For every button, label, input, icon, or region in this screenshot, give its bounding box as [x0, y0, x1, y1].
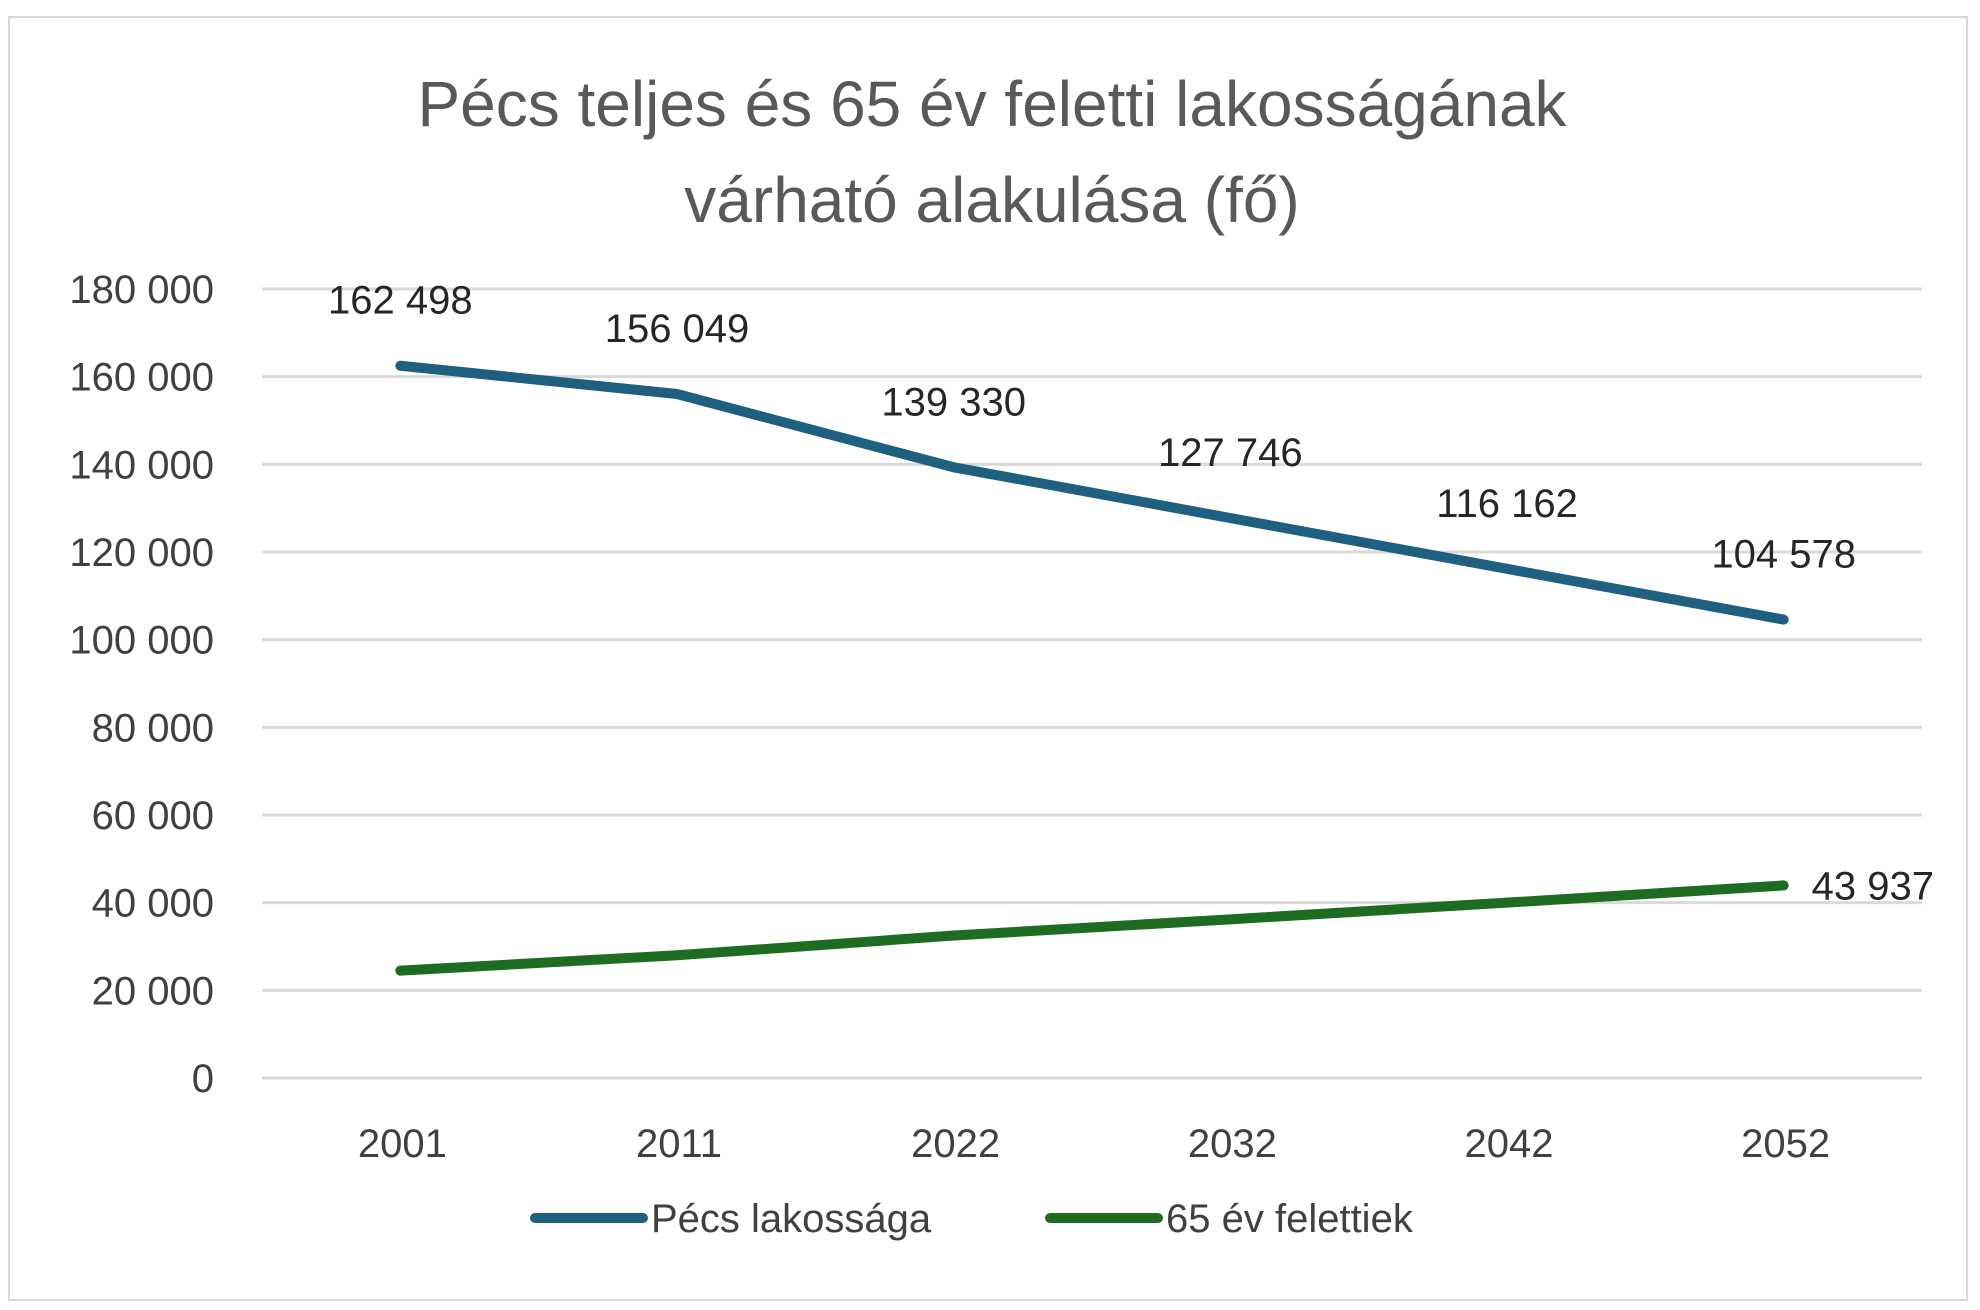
y-tick-label-7: 140 000 [69, 443, 214, 487]
y-tick-label-3: 60 000 [92, 794, 214, 838]
data-label-s0-1: 156 049 [605, 307, 750, 351]
data-labels: 162 498 156 049 139 330 127 746 116 162 104 5… [328, 279, 1934, 909]
y-tick-label-2: 40 000 [92, 882, 214, 926]
data-label-s0-2: 139 330 [881, 380, 1026, 424]
series-line-0 [395, 360, 1789, 625]
y-tick-label-5: 100 000 [69, 619, 214, 663]
legend-label-1: 65 év felettiek [1166, 1197, 1414, 1241]
x-tick-label-4: 2042 [1465, 1122, 1554, 1166]
y-axis-tick-labels: 0 20 000 40 000 60 000 80 000 100 000 120 000 1… [69, 268, 214, 1101]
x-tick-label-5: 2052 [1741, 1122, 1830, 1166]
y-tick-label-0: 0 [192, 1057, 214, 1101]
data-label-s1-5: 43 937 [1812, 864, 1934, 908]
y-tick-label-8: 160 000 [69, 356, 214, 400]
series-line-1 [395, 880, 1789, 976]
y-tick-label-1: 20 000 [92, 969, 214, 1013]
series-lines [395, 360, 1789, 976]
legend: Pécs lakossága 65 év felettiek [530, 1197, 1414, 1241]
chart-title-line-2: várható alakulása (fő) [684, 164, 1299, 236]
x-axis-tick-labels: 2001 2011 2022 2032 2042 2052 [358, 1122, 1830, 1166]
data-label-s0-0: 162 498 [328, 279, 473, 323]
y-tick-label-9: 180 000 [69, 268, 214, 312]
legend-label-0: Pécs lakossága [651, 1197, 932, 1241]
x-tick-label-1: 2011 [636, 1122, 722, 1166]
x-tick-label-2: 2022 [911, 1122, 1000, 1166]
y-tick-label-6: 120 000 [69, 531, 214, 575]
data-label-s0-3: 127 746 [1158, 431, 1303, 475]
data-label-s0-4: 116 162 [1436, 482, 1578, 526]
chart-title-line-1: Pécs teljes és 65 év feletti lakosságána… [417, 68, 1567, 140]
data-label-s0-5: 104 578 [1711, 533, 1856, 577]
x-tick-label-0: 2001 [358, 1122, 447, 1166]
chart-title: Pécs teljes és 65 év feletti lakosságána… [417, 68, 1567, 236]
x-tick-label-3: 2032 [1188, 1122, 1277, 1166]
y-tick-label-4: 80 000 [92, 706, 214, 750]
chart-frame [8, 16, 1968, 1301]
